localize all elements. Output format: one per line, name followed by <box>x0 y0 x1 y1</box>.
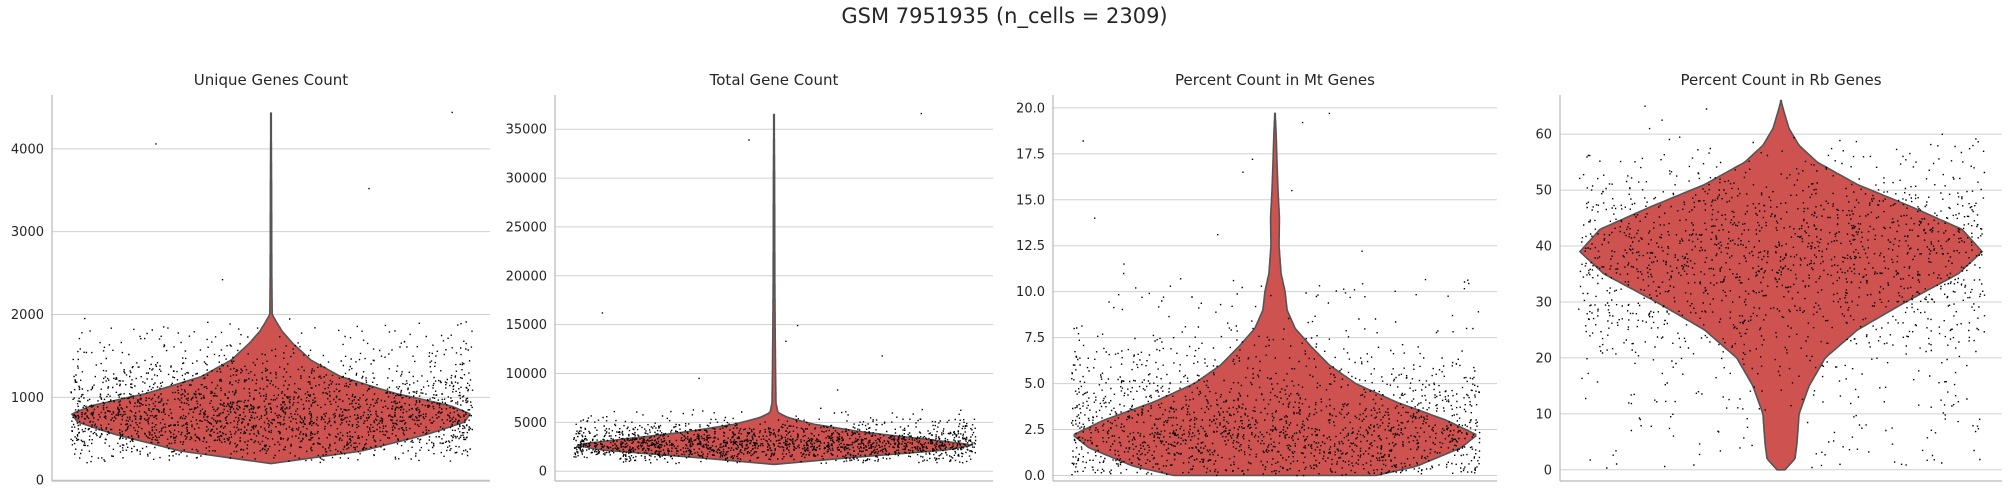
y-tick-label: 0 <box>539 465 547 480</box>
y-tick-label: 35000 <box>506 123 547 138</box>
violin-body <box>576 113 972 466</box>
y-tick-label: 10 <box>1535 407 1552 422</box>
panel-title: Unique Genes Count <box>194 71 349 89</box>
y-tick-label: 30 <box>1535 295 1552 310</box>
figure-title: GSM 7951935 (n_cells = 2309) <box>841 4 1168 28</box>
cell-points <box>573 112 977 465</box>
y-tick-label: 20.0 <box>1016 101 1045 116</box>
violin-panel-2: Total Gene Count 0 5000 10000 15000 20000 2500… <box>506 71 993 482</box>
violin-panel-4: Percent Count in Rb Genes 0 10 20 30 40 50 60 <box>1535 71 2002 482</box>
y-tick-label: 5.0 <box>1024 377 1045 392</box>
violin-body <box>1073 112 1477 477</box>
y-tick-label: 17.5 <box>1016 147 1045 162</box>
y-tick-label: 0.0 <box>1024 469 1045 484</box>
y-tick-label: 10.0 <box>1016 285 1045 300</box>
panel-title: Percent Count in Rb Genes <box>1680 71 1881 89</box>
violin-panel-1: Unique Genes Count 0 1000 2000 3000 4000 <box>11 71 490 489</box>
y-tick-label: 4000 <box>11 142 44 157</box>
y-tick-label: 10000 <box>506 367 547 382</box>
y-tick-label: 2.5 <box>1024 423 1045 438</box>
violin-body <box>1578 99 1984 471</box>
y-tick-label: 40 <box>1535 240 1552 255</box>
y-tick-label: 30000 <box>506 172 547 187</box>
cell-points <box>1578 105 1986 469</box>
y-tick-label: 20 <box>1535 351 1552 366</box>
y-tick-label: 15000 <box>506 318 547 333</box>
y-tick-label: 7.5 <box>1024 331 1045 346</box>
y-tick-label: 60 <box>1535 128 1552 143</box>
y-tick-label: 3000 <box>11 225 44 240</box>
y-tick-label: 5000 <box>514 416 547 431</box>
y-tick-label: 12.5 <box>1016 239 1045 254</box>
cell-points <box>70 111 474 464</box>
y-tick-label: 50 <box>1535 184 1552 199</box>
cell-points <box>1071 112 1481 477</box>
y-tick-label: 25000 <box>506 220 547 235</box>
y-tick-label: 15.0 <box>1016 193 1045 208</box>
panel-title: Total Gene Count <box>709 71 839 89</box>
y-tick-label: 2000 <box>11 308 44 323</box>
y-tick-label: 1000 <box>11 391 44 406</box>
panel-title: Percent Count in Mt Genes <box>1175 71 1375 89</box>
y-tick-label: 0 <box>1544 463 1552 478</box>
violin-panel-3: Percent Count in Mt Genes 0.0 2.5 5.0 7.5 10.… <box>1016 71 1497 484</box>
y-tick-label: 0 <box>36 474 44 489</box>
y-tick-label: 20000 <box>506 269 547 284</box>
